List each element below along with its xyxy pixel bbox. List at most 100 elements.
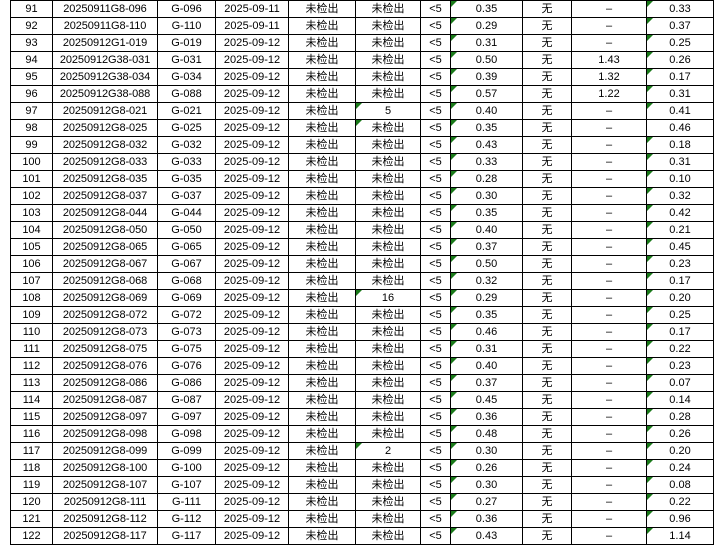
value-1-cell[interactable]: 0.35 xyxy=(450,306,523,324)
sample-code-cell[interactable]: G-088 xyxy=(157,85,216,103)
value-1-cell[interactable]: 0.30 xyxy=(450,476,523,494)
result-4-cell[interactable]: 无 xyxy=(522,34,572,52)
value-2-cell[interactable]: – xyxy=(571,493,647,511)
sample-id-cell[interactable]: 20250911G8-096 xyxy=(52,0,158,18)
table-row[interactable]: 122 20250912G8-117 G-117 2025-09-12 未检出 未检出 <5… xyxy=(10,527,714,545)
result-2-cell[interactable]: 未检出 xyxy=(355,323,421,341)
value-2-cell[interactable]: – xyxy=(571,255,647,273)
value-3-cell[interactable]: 0.20 xyxy=(646,442,714,460)
table-row[interactable]: 120 20250912G8-111 G-111 2025-09-12 未检出 未检出 <5… xyxy=(10,493,714,511)
table-row[interactable]: 112 20250912G8-076 G-076 2025-09-12 未检出 未检出 <5… xyxy=(10,357,714,375)
value-3-cell[interactable]: 0.26 xyxy=(646,425,714,443)
value-2-cell[interactable]: – xyxy=(571,323,647,341)
sample-code-cell[interactable]: G-031 xyxy=(157,51,216,69)
sample-id-cell[interactable]: 20250912G8-073 xyxy=(52,323,158,341)
result-1-cell[interactable]: 未检出 xyxy=(288,510,356,528)
sample-code-cell[interactable]: G-117 xyxy=(157,527,216,545)
table-row[interactable]: 93 20250912G1-019 G-019 2025-09-12 未检出 未检出 <5 0… xyxy=(10,34,714,52)
result-1-cell[interactable]: 未检出 xyxy=(288,340,356,358)
result-3-cell[interactable]: <5 xyxy=(420,68,451,86)
result-1-cell[interactable]: 未检出 xyxy=(288,221,356,239)
sample-date-cell[interactable]: 2025-09-12 xyxy=(215,442,289,460)
value-2-cell[interactable]: – xyxy=(571,289,647,307)
table-row[interactable]: 104 20250912G8-050 G-050 2025-09-12 未检出 未检出 <5… xyxy=(10,221,714,239)
sample-id-cell[interactable]: 20250912G8-112 xyxy=(52,510,158,528)
sample-id-cell[interactable]: 20250912G8-025 xyxy=(52,119,158,137)
result-4-cell[interactable]: 无 xyxy=(522,374,572,392)
value-3-cell[interactable]: 0.17 xyxy=(646,323,714,341)
result-2-cell[interactable]: 未检出 xyxy=(355,476,421,494)
sample-id-cell[interactable]: 20250912G8-065 xyxy=(52,238,158,256)
sample-id-cell[interactable]: 20250912G8-072 xyxy=(52,306,158,324)
value-2-cell[interactable]: – xyxy=(571,102,647,120)
value-1-cell[interactable]: 0.30 xyxy=(450,187,523,205)
value-1-cell[interactable]: 0.36 xyxy=(450,408,523,426)
sample-id-cell[interactable]: 20250912G8-086 xyxy=(52,374,158,392)
value-1-cell[interactable]: 0.28 xyxy=(450,170,523,188)
sample-id-cell[interactable]: 20250912G8-099 xyxy=(52,442,158,460)
sample-code-cell[interactable]: G-107 xyxy=(157,476,216,494)
sample-code-cell[interactable]: G-068 xyxy=(157,272,216,290)
table-row[interactable]: 121 20250912G8-112 G-112 2025-09-12 未检出 未检出 <5… xyxy=(10,510,714,528)
value-2-cell[interactable]: – xyxy=(571,408,647,426)
result-2-cell[interactable]: 未检出 xyxy=(355,238,421,256)
sample-id-cell[interactable]: 20250912G8-033 xyxy=(52,153,158,171)
value-1-cell[interactable]: 0.27 xyxy=(450,493,523,511)
result-3-cell[interactable]: <5 xyxy=(420,425,451,443)
result-4-cell[interactable]: 无 xyxy=(522,272,572,290)
value-1-cell[interactable]: 0.33 xyxy=(450,153,523,171)
result-2-cell[interactable]: 未检出 xyxy=(355,459,421,477)
result-1-cell[interactable]: 未检出 xyxy=(288,289,356,307)
result-3-cell[interactable]: <5 xyxy=(420,374,451,392)
result-3-cell[interactable]: <5 xyxy=(420,17,451,35)
result-3-cell[interactable]: <5 xyxy=(420,306,451,324)
result-1-cell[interactable]: 未检出 xyxy=(288,51,356,69)
table-row[interactable]: 113 20250912G8-086 G-086 2025-09-12 未检出 未检出 <5… xyxy=(10,374,714,392)
value-3-cell[interactable]: 0.23 xyxy=(646,255,714,273)
sample-date-cell[interactable]: 2025-09-12 xyxy=(215,85,289,103)
result-1-cell[interactable]: 未检出 xyxy=(288,204,356,222)
result-4-cell[interactable]: 无 xyxy=(522,527,572,545)
sample-date-cell[interactable]: 2025-09-12 xyxy=(215,289,289,307)
result-2-cell[interactable]: 未检出 xyxy=(355,374,421,392)
result-4-cell[interactable]: 无 xyxy=(522,425,572,443)
sample-code-cell[interactable]: G-086 xyxy=(157,374,216,392)
sample-id-cell[interactable]: 20250912G8-097 xyxy=(52,408,158,426)
table-row[interactable]: 91 20250911G8-096 G-096 2025-09-11 未检出 未检出 <5 0… xyxy=(10,0,714,18)
result-2-cell[interactable]: 未检出 xyxy=(355,153,421,171)
value-1-cell[interactable]: 0.37 xyxy=(450,374,523,392)
result-1-cell[interactable]: 未检出 xyxy=(288,119,356,137)
value-1-cell[interactable]: 0.40 xyxy=(450,102,523,120)
table-row[interactable]: 99 20250912G8-032 G-032 2025-09-12 未检出 未检出 <5 0… xyxy=(10,136,714,154)
value-2-cell[interactable]: 1.22 xyxy=(571,85,647,103)
result-4-cell[interactable]: 无 xyxy=(522,408,572,426)
row-number-cell[interactable]: 109 xyxy=(10,306,53,324)
result-4-cell[interactable]: 无 xyxy=(522,85,572,103)
table-row[interactable]: 108 20250912G8-069 G-069 2025-09-12 未检出 16 <5 0… xyxy=(10,289,714,307)
value-1-cell[interactable]: 0.32 xyxy=(450,272,523,290)
result-3-cell[interactable]: <5 xyxy=(420,204,451,222)
value-3-cell[interactable]: 0.26 xyxy=(646,51,714,69)
sample-date-cell[interactable]: 2025-09-12 xyxy=(215,51,289,69)
result-2-cell[interactable]: 未检出 xyxy=(355,408,421,426)
table-row[interactable]: 107 20250912G8-068 G-068 2025-09-12 未检出 未检出 <5… xyxy=(10,272,714,290)
result-1-cell[interactable]: 未检出 xyxy=(288,102,356,120)
sample-date-cell[interactable]: 2025-09-12 xyxy=(215,476,289,494)
sample-id-cell[interactable]: 20250912G8-032 xyxy=(52,136,158,154)
sample-code-cell[interactable]: G-098 xyxy=(157,425,216,443)
value-3-cell[interactable]: 0.24 xyxy=(646,459,714,477)
sample-code-cell[interactable]: G-069 xyxy=(157,289,216,307)
result-3-cell[interactable]: <5 xyxy=(420,459,451,477)
result-3-cell[interactable]: <5 xyxy=(420,289,451,307)
value-1-cell[interactable]: 0.40 xyxy=(450,221,523,239)
sample-date-cell[interactable]: 2025-09-12 xyxy=(215,119,289,137)
sample-code-cell[interactable]: G-096 xyxy=(157,0,216,18)
sample-code-cell[interactable]: G-112 xyxy=(157,510,216,528)
result-4-cell[interactable]: 无 xyxy=(522,442,572,460)
value-3-cell[interactable]: 0.37 xyxy=(646,17,714,35)
value-2-cell[interactable]: – xyxy=(571,476,647,494)
row-number-cell[interactable]: 112 xyxy=(10,357,53,375)
value-3-cell[interactable]: 0.10 xyxy=(646,170,714,188)
value-2-cell[interactable]: – xyxy=(571,0,647,18)
result-1-cell[interactable]: 未检出 xyxy=(288,153,356,171)
